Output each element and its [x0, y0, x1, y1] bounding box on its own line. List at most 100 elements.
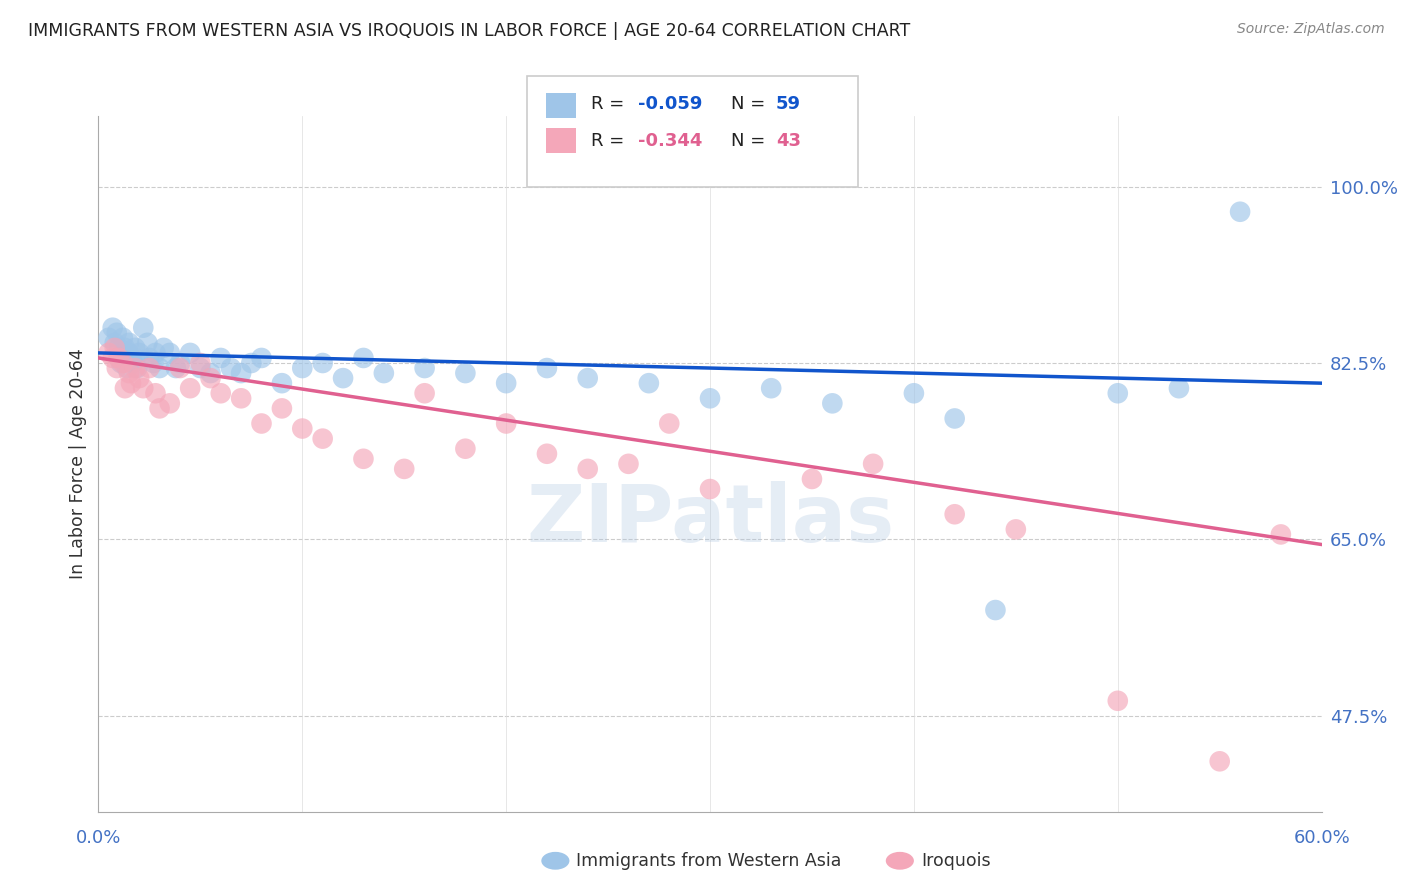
Point: [114, 341, 136, 355]
Point: [136, 335, 159, 350]
Point: [179, 346, 201, 360]
Point: [209, 386, 232, 401]
Point: [120, 376, 142, 391]
Point: [169, 356, 191, 370]
Point: [658, 417, 681, 431]
Point: [152, 341, 174, 355]
Point: [118, 366, 141, 380]
Point: [291, 421, 314, 435]
Point: [862, 457, 884, 471]
Point: [638, 376, 661, 391]
Point: [231, 392, 253, 406]
Text: -0.344: -0.344: [638, 132, 703, 150]
Point: [536, 361, 558, 376]
Point: [111, 356, 134, 370]
Point: [159, 346, 181, 360]
Text: Immigrants from Western Asia: Immigrants from Western Asia: [576, 852, 842, 870]
Point: [617, 457, 640, 471]
Text: IMMIGRANTS FROM WESTERN ASIA VS IROQUOIS IN LABOR FORCE | AGE 20-64 CORRELATION : IMMIGRANTS FROM WESTERN ASIA VS IROQUOIS…: [28, 22, 910, 40]
Point: [231, 366, 253, 380]
Point: [138, 351, 160, 365]
Point: [1107, 386, 1129, 401]
Point: [454, 366, 477, 380]
Point: [111, 346, 134, 360]
Point: [138, 361, 160, 376]
Point: [495, 376, 517, 391]
Y-axis label: In Labor Force | Age 20-64: In Labor Force | Age 20-64: [69, 349, 87, 579]
Point: [943, 411, 966, 425]
Point: [149, 361, 172, 376]
Point: [165, 361, 187, 376]
Point: [132, 381, 155, 395]
Point: [118, 335, 141, 350]
Point: [200, 366, 222, 380]
Point: [122, 356, 145, 370]
Point: [104, 341, 127, 355]
Point: [761, 381, 783, 395]
Point: [250, 417, 273, 431]
Point: [159, 396, 181, 410]
Point: [105, 326, 128, 340]
Point: [270, 401, 294, 416]
Point: [240, 356, 263, 370]
Text: ZIPatlas: ZIPatlas: [526, 481, 894, 558]
Point: [209, 351, 232, 365]
Point: [105, 361, 128, 376]
Text: Iroquois: Iroquois: [921, 852, 991, 870]
Point: [188, 361, 212, 376]
Point: [97, 331, 120, 345]
Point: [576, 371, 599, 385]
Point: [576, 462, 599, 476]
Text: R =: R =: [591, 132, 630, 150]
Point: [312, 356, 335, 370]
Point: [169, 361, 191, 376]
Point: [699, 392, 721, 406]
Point: [270, 376, 294, 391]
Point: [536, 447, 558, 461]
Point: [111, 331, 134, 345]
Point: [104, 335, 127, 350]
Point: [250, 351, 273, 365]
Point: [903, 386, 925, 401]
Point: [120, 351, 142, 365]
Point: [984, 603, 1007, 617]
Point: [145, 346, 167, 360]
Point: [943, 508, 966, 522]
Point: [115, 361, 138, 376]
Text: N =: N =: [731, 132, 770, 150]
Point: [188, 356, 212, 370]
Point: [101, 320, 124, 334]
Point: [145, 386, 167, 401]
Text: 43: 43: [776, 132, 801, 150]
Point: [142, 356, 165, 370]
Point: [454, 442, 477, 456]
Point: [219, 361, 242, 376]
Point: [108, 351, 131, 365]
Point: [801, 472, 824, 486]
Point: [179, 381, 201, 395]
Point: [1167, 381, 1189, 395]
Point: [108, 341, 131, 355]
Point: [373, 366, 395, 380]
Point: [1004, 522, 1026, 536]
Point: [127, 361, 149, 376]
Point: [413, 386, 436, 401]
Text: Source: ZipAtlas.com: Source: ZipAtlas.com: [1237, 22, 1385, 37]
Point: [291, 361, 314, 376]
Point: [332, 371, 354, 385]
Point: [128, 346, 150, 360]
Text: N =: N =: [731, 95, 770, 113]
Point: [124, 361, 146, 376]
Point: [1107, 694, 1129, 708]
Point: [124, 341, 146, 355]
Point: [495, 417, 517, 431]
Point: [101, 351, 124, 365]
Point: [132, 320, 155, 334]
Point: [128, 371, 150, 385]
Point: [312, 432, 335, 446]
Point: [413, 361, 436, 376]
Text: 0.0%: 0.0%: [76, 830, 121, 847]
Point: [1229, 204, 1251, 219]
Point: [392, 462, 416, 476]
Point: [97, 346, 120, 360]
